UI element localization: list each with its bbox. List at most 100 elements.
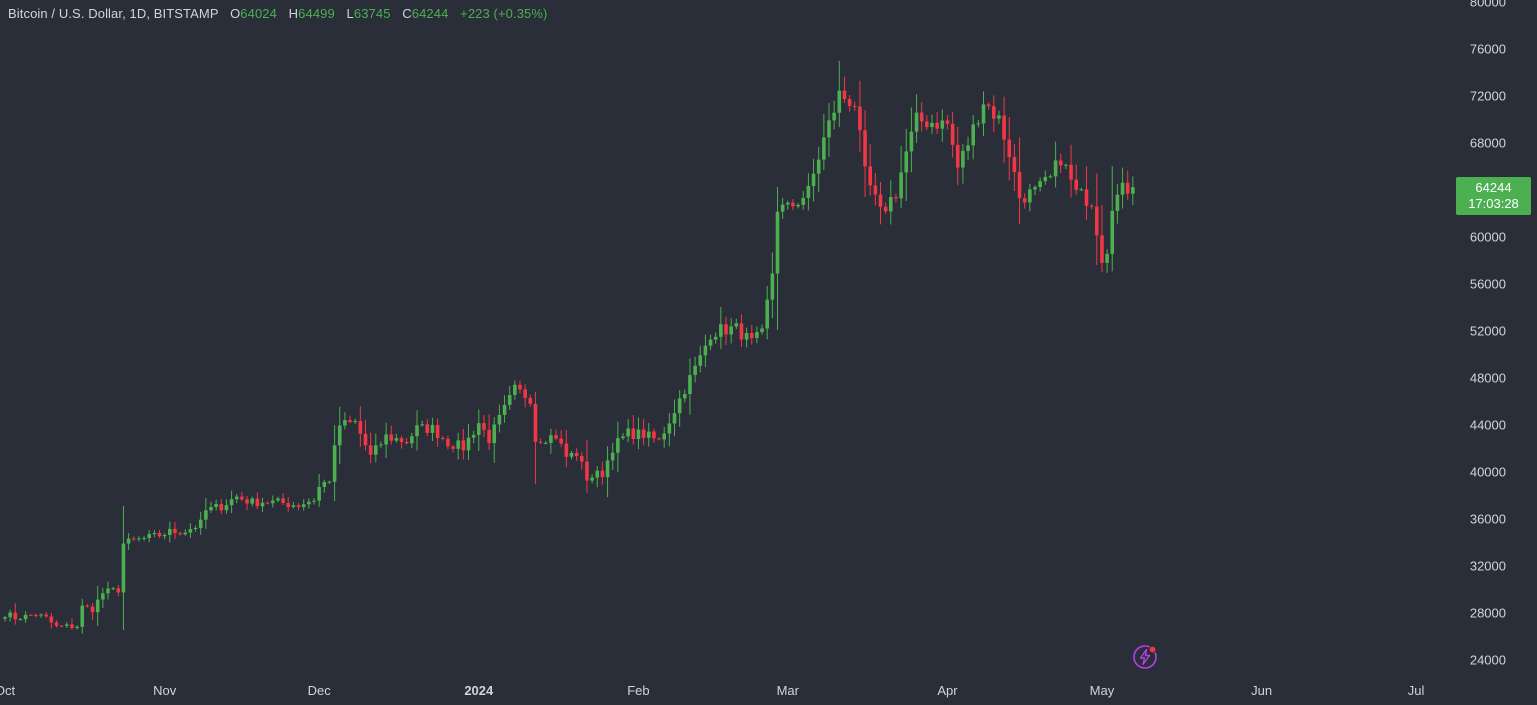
price-axis[interactable]: 8000076000720006800064000600005600052000…: [1470, 0, 1506, 668]
candle[interactable]: [59, 625, 64, 628]
candle[interactable]: [183, 529, 188, 536]
candle[interactable]: [765, 285, 769, 340]
candle[interactable]: [641, 418, 646, 446]
candle[interactable]: [502, 395, 507, 423]
candle[interactable]: [168, 521, 172, 543]
candle[interactable]: [1012, 144, 1017, 192]
candle[interactable]: [116, 584, 121, 597]
candle[interactable]: [204, 498, 208, 529]
candle[interactable]: [440, 435, 445, 441]
candle[interactable]: [852, 101, 857, 111]
candle[interactable]: [65, 622, 69, 628]
candle[interactable]: [389, 425, 394, 445]
candle[interactable]: [492, 417, 497, 463]
candle[interactable]: [919, 102, 924, 132]
candle[interactable]: [152, 529, 157, 538]
candle[interactable]: [950, 112, 955, 158]
candle[interactable]: [986, 102, 991, 110]
candle[interactable]: [940, 109, 945, 142]
candle[interactable]: [312, 498, 316, 505]
candle[interactable]: [435, 418, 440, 447]
candle[interactable]: [822, 113, 826, 171]
candle[interactable]: [610, 442, 615, 471]
candle[interactable]: [873, 173, 878, 206]
candle[interactable]: [209, 501, 213, 513]
candle[interactable]: [585, 439, 589, 493]
candle[interactable]: [307, 498, 311, 509]
candle[interactable]: [507, 386, 512, 410]
candle[interactable]: [142, 535, 146, 541]
candle[interactable]: [322, 479, 327, 493]
candle[interactable]: [909, 107, 914, 173]
candle[interactable]: [1069, 144, 1073, 198]
candle[interactable]: [198, 511, 203, 535]
candle[interactable]: [976, 119, 981, 128]
candle[interactable]: [178, 531, 182, 536]
candle[interactable]: [1043, 170, 1048, 185]
candle[interactable]: [1028, 183, 1032, 212]
candle[interactable]: [538, 438, 543, 444]
candle[interactable]: [847, 94, 852, 112]
candle[interactable]: [1125, 170, 1130, 200]
candle[interactable]: [837, 60, 842, 128]
candle[interactable]: [729, 318, 733, 344]
candle[interactable]: [1053, 141, 1058, 188]
candle[interactable]: [420, 420, 424, 427]
candle[interactable]: [677, 390, 682, 427]
candle[interactable]: [786, 200, 790, 210]
candle[interactable]: [75, 625, 79, 630]
candle[interactable]: [554, 429, 558, 441]
candle[interactable]: [796, 203, 800, 209]
candle[interactable]: [410, 432, 414, 449]
candle[interactable]: [703, 334, 708, 368]
candle[interactable]: [281, 493, 285, 505]
candle[interactable]: [70, 618, 74, 630]
lightning-bolt-icon[interactable]: [1133, 645, 1157, 669]
candle[interactable]: [1022, 193, 1027, 209]
candle[interactable]: [95, 585, 100, 626]
candle[interactable]: [451, 444, 455, 453]
candle[interactable]: [1064, 163, 1068, 170]
candle[interactable]: [384, 422, 388, 459]
candle[interactable]: [276, 496, 280, 503]
candle[interactable]: [992, 95, 996, 133]
candle[interactable]: [482, 414, 486, 438]
candle[interactable]: [1074, 164, 1078, 195]
candle[interactable]: [657, 436, 661, 441]
candle[interactable]: [34, 613, 38, 618]
candle[interactable]: [883, 202, 888, 214]
candle[interactable]: [477, 409, 481, 451]
candle[interactable]: [337, 406, 342, 465]
candle[interactable]: [234, 493, 239, 504]
candle[interactable]: [662, 426, 666, 448]
candle[interactable]: [683, 389, 687, 403]
candle[interactable]: [471, 430, 476, 444]
candle[interactable]: [327, 480, 332, 484]
candle[interactable]: [368, 432, 373, 464]
candle[interactable]: [229, 490, 234, 514]
candle[interactable]: [1007, 116, 1012, 181]
candle[interactable]: [106, 581, 110, 600]
candle[interactable]: [8, 609, 12, 622]
candle[interactable]: [646, 423, 651, 447]
candle[interactable]: [399, 435, 404, 449]
candle[interactable]: [626, 419, 630, 443]
candle[interactable]: [590, 474, 594, 484]
candle[interactable]: [245, 495, 249, 511]
candle[interactable]: [734, 318, 739, 330]
candle[interactable]: [574, 448, 579, 461]
candle[interactable]: [188, 523, 193, 538]
candle[interactable]: [914, 94, 919, 143]
candle[interactable]: [13, 603, 18, 625]
candle[interactable]: [775, 186, 780, 330]
candle[interactable]: [394, 433, 399, 443]
candle[interactable]: [111, 586, 115, 590]
candle[interactable]: [600, 461, 605, 485]
candle[interactable]: [301, 499, 306, 511]
candle[interactable]: [811, 158, 816, 202]
candle[interactable]: [1084, 166, 1089, 220]
candle[interactable]: [456, 432, 460, 460]
candle[interactable]: [755, 326, 759, 344]
candle[interactable]: [930, 114, 934, 134]
candle[interactable]: [358, 406, 363, 448]
